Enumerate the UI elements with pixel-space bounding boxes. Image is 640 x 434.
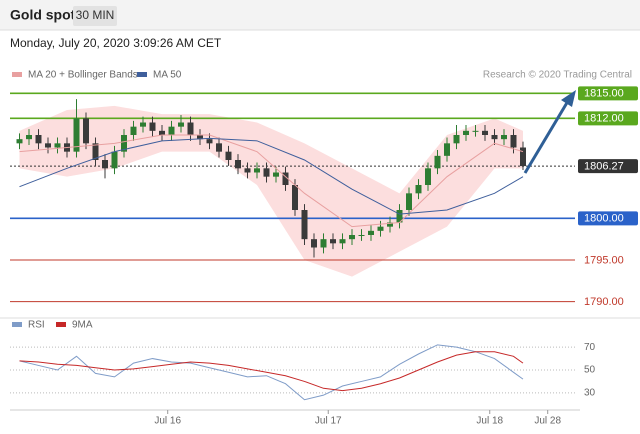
candle-body	[197, 135, 203, 140]
candle-body	[159, 130, 165, 135]
forecast-arrow	[523, 100, 570, 174]
y-tick-label: 30	[584, 387, 596, 398]
candle-body	[406, 193, 412, 210]
line-series	[19, 344, 524, 401]
candle-body	[396, 210, 403, 223]
candle-body	[320, 239, 327, 248]
legend-swatch	[12, 72, 22, 77]
x-tick-label: Jul 17	[315, 416, 342, 427]
level-label-box	[578, 111, 638, 126]
candle-body	[16, 139, 23, 144]
candle-body	[168, 126, 175, 135]
x-tick-label: Jul 16	[154, 416, 181, 427]
candle-body	[330, 239, 336, 244]
legend-swatch	[56, 322, 66, 327]
candle-body	[140, 122, 146, 127]
x-tick-label: Jul 18	[476, 416, 503, 427]
level-label-box	[578, 159, 638, 174]
candle-body	[26, 135, 32, 140]
level-label: 1790.00	[584, 296, 624, 308]
plot-area: 1815.00 1812.00 1806.27 1800.00 1795.00 1790.…	[10, 70, 638, 427]
credit: Research © 2020 Trading Central	[483, 70, 632, 81]
candle-body	[339, 239, 346, 244]
arrow-head	[561, 90, 576, 107]
candle-body	[491, 135, 498, 140]
candle-body	[387, 222, 393, 227]
candle-body	[73, 118, 80, 152]
candle-body	[121, 135, 127, 152]
level-label: 1806.27	[584, 160, 624, 172]
legend-label: 9MA	[72, 320, 93, 331]
candle-body	[282, 172, 289, 185]
candle-body	[301, 210, 308, 240]
candle-body	[235, 160, 241, 169]
candle-body	[482, 130, 488, 135]
candle-body	[273, 172, 279, 177]
moving-average	[19, 137, 524, 215]
candle-body	[501, 135, 507, 140]
title: Gold spot	[10, 7, 76, 23]
candle-body	[444, 143, 450, 156]
level-label: 1815.00	[584, 88, 624, 100]
level-label-box	[578, 86, 638, 101]
candle-body	[149, 122, 156, 131]
legend-swatch	[12, 322, 22, 327]
candle-body	[54, 143, 61, 148]
timeframe: 30 MIN	[76, 8, 115, 22]
level-label: 1800.00	[584, 213, 624, 225]
candle-body	[130, 126, 137, 135]
candle-body	[453, 135, 460, 144]
bollinger-band	[19, 105, 523, 277]
y-tick-label: 70	[584, 342, 596, 353]
moving-average	[19, 134, 524, 228]
level-label: 1795.00	[584, 254, 624, 266]
candle-body	[472, 130, 479, 132]
candle-body	[311, 239, 317, 248]
candle-body	[434, 155, 441, 169]
timestamp: Monday, July 20, 2020 3:09:26 AM CET	[10, 36, 222, 50]
candle-body	[244, 168, 251, 173]
candle-body	[263, 168, 270, 177]
candle-body	[415, 185, 422, 194]
legend-label: MA 20 + Bollinger Bands	[28, 70, 138, 81]
candle-body	[368, 230, 374, 235]
x-tick-label: Jul 28	[534, 416, 561, 427]
candle-body	[111, 151, 118, 169]
timeframe-badge	[73, 6, 117, 26]
y-tick-label: 50	[584, 365, 596, 376]
legend-label: MA 50	[153, 70, 182, 81]
candle-body	[45, 143, 51, 148]
candle-body	[377, 226, 384, 231]
level-label: 1812.00	[584, 113, 624, 125]
candle-body	[520, 147, 526, 167]
candle-body	[358, 235, 365, 236]
candle-body	[510, 135, 517, 148]
candle-body	[92, 143, 99, 160]
candle-body	[206, 139, 213, 144]
candle-body	[187, 122, 194, 135]
legend-swatch	[137, 72, 147, 77]
candle-body	[463, 130, 469, 135]
legend-label: RSI	[28, 320, 45, 331]
candle-body	[425, 168, 431, 185]
level-label-box	[578, 211, 638, 226]
candle-body	[35, 135, 42, 144]
candle-body	[254, 168, 260, 173]
candle-body	[83, 118, 89, 144]
candle-body	[349, 235, 355, 240]
candle-body	[225, 151, 232, 160]
candle-body	[292, 185, 298, 210]
candle-body	[102, 160, 108, 169]
candle-body	[216, 143, 222, 152]
line-series	[19, 351, 524, 392]
candle-body	[178, 122, 184, 127]
